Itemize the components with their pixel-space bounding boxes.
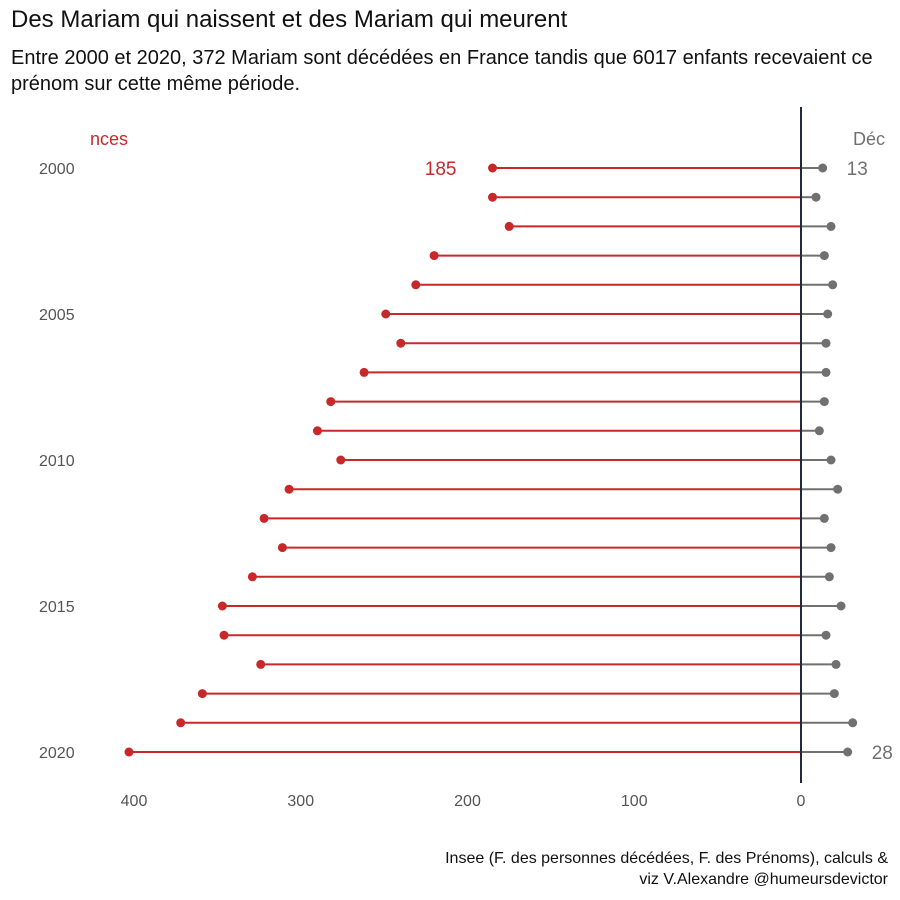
- births-point: [396, 338, 406, 348]
- deaths-point: [824, 572, 834, 582]
- y-tick-label: 2005: [39, 307, 75, 324]
- births-point: [124, 747, 134, 757]
- deaths-point: [848, 718, 858, 728]
- x-tick-label: 0: [797, 793, 806, 810]
- deaths-value-label: 28: [872, 743, 893, 764]
- x-tick-label: 200: [454, 793, 481, 810]
- births-point: [488, 192, 498, 202]
- deaths-point: [819, 397, 829, 407]
- deaths-point: [831, 659, 841, 669]
- x-tick-label: 300: [287, 793, 314, 810]
- chart-subtitle: Entre 2000 et 2020, 372 Mariam sont décé…: [11, 47, 873, 95]
- births-series-label: nces: [90, 129, 128, 149]
- births-point: [504, 221, 514, 231]
- births-point: [259, 513, 269, 523]
- births-point: [359, 367, 369, 377]
- births-value-label: 185: [425, 159, 457, 180]
- deaths-point: [829, 689, 839, 699]
- births-point: [336, 455, 346, 465]
- births-point: [429, 251, 439, 261]
- births-point: [256, 659, 266, 669]
- births-point: [277, 543, 287, 553]
- deaths-point: [819, 513, 829, 523]
- births-point: [312, 426, 322, 436]
- deaths-point: [823, 309, 833, 319]
- deaths-point: [821, 367, 831, 377]
- deaths-point: [821, 338, 831, 348]
- deaths-point: [843, 747, 853, 757]
- births-point: [217, 601, 227, 611]
- x-tick-label: 100: [621, 793, 648, 810]
- deaths-point: [814, 426, 824, 436]
- chart-title: Des Mariam qui naissent et des Mariam qu…: [11, 6, 568, 33]
- y-tick-label: 2010: [39, 453, 75, 470]
- births-point: [326, 397, 336, 407]
- births-point: [488, 163, 498, 173]
- births-point: [411, 280, 421, 290]
- deaths-point: [826, 455, 836, 465]
- x-tick-label: 400: [121, 793, 148, 810]
- deaths-point: [819, 251, 829, 261]
- births-point: [284, 484, 294, 494]
- births-point: [219, 630, 229, 640]
- deaths-point: [826, 543, 836, 553]
- deaths-point: [828, 280, 838, 290]
- chart-caption: Insee (F. des personnes décédées, F. des…: [445, 848, 888, 890]
- y-tick-label: 2015: [39, 599, 75, 616]
- deaths-point: [836, 601, 846, 611]
- births-point: [176, 718, 186, 728]
- deaths-point: [818, 163, 828, 173]
- y-tick-label: 2020: [39, 745, 75, 762]
- deaths-series-label: Déc: [853, 129, 885, 149]
- caption-author: viz V.Alexandre @humeursdevictor: [639, 871, 888, 888]
- births-point: [381, 309, 391, 319]
- deaths-point: [811, 192, 821, 202]
- deaths-point: [826, 221, 836, 231]
- births-point: [197, 689, 207, 699]
- births-point: [247, 572, 257, 582]
- deaths-point: [833, 484, 843, 494]
- deaths-value-label: 13: [847, 159, 868, 180]
- deaths-point: [821, 630, 831, 640]
- caption-source: Insee (F. des personnes décédées, F. des…: [445, 850, 888, 867]
- y-tick-label: 2000: [39, 161, 75, 178]
